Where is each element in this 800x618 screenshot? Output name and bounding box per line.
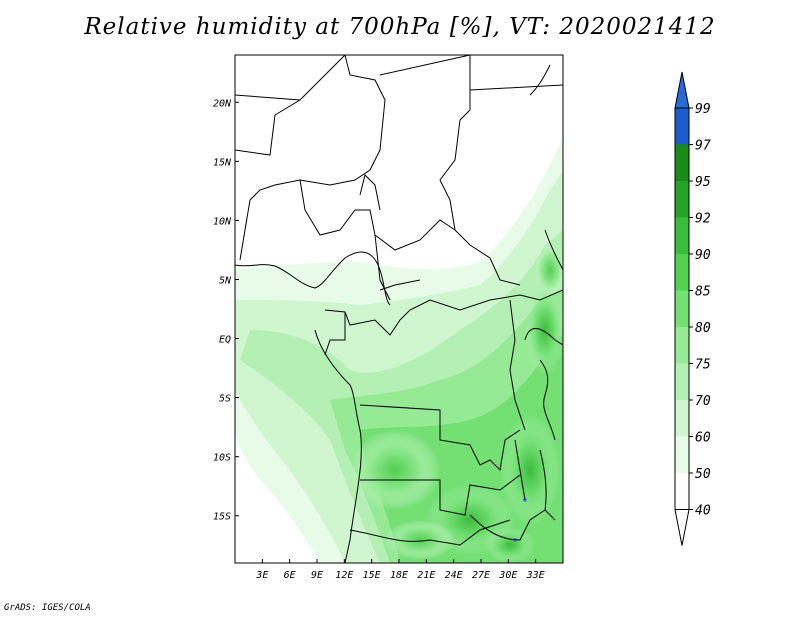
lon-tick-label: 27E	[472, 570, 490, 581]
lon-tick-label: 15E	[363, 570, 381, 581]
colorbar-bin	[675, 400, 689, 437]
lat-tick-label: 15S	[213, 512, 231, 523]
lon-tick-label: 3E	[255, 570, 268, 581]
colorbar-bin	[675, 363, 689, 400]
colorbar-bottom-arrow	[674, 509, 690, 546]
lon-tick-label: 24E	[445, 570, 463, 581]
lat-tick-label: 10S	[213, 453, 231, 464]
colorbar-bin	[675, 108, 689, 145]
colorbar-label: 92	[695, 212, 711, 227]
colorbar-bin	[675, 436, 689, 473]
colorbar-bin	[675, 144, 689, 181]
colorbar-label: 75	[695, 358, 711, 373]
country-borders	[235, 55, 563, 563]
colorbar-label: 90	[695, 248, 711, 263]
map-title: Relative humidity at 700hPa [%], VT: 202…	[84, 14, 716, 40]
lon-tick-label: 21E	[417, 570, 435, 581]
colorbar-label: 60	[695, 431, 711, 446]
lat-tick-label: 15N	[213, 157, 232, 168]
lon-tick-label: 33E	[526, 570, 545, 581]
colorbar: 99 97 95 92 90 85 80 75 70 60 50 40	[674, 71, 711, 546]
colorbar-label: 85	[695, 285, 711, 300]
longitude-axis: 3E 6E 9E 12E 15E 18E 21E 24E 27E 30E 33E	[255, 559, 545, 581]
colorbar-label: 70	[695, 394, 711, 409]
colorbar-label: 80	[695, 321, 711, 336]
lon-tick-label: 12E	[335, 570, 353, 581]
colorbar-bin	[675, 254, 689, 291]
colorbar-bin	[675, 181, 689, 218]
colorbar-label: 97	[695, 139, 711, 154]
lon-tick-label: 6E	[284, 570, 296, 581]
colorbar-outline	[674, 107, 690, 510]
colorbar-bin	[675, 473, 689, 510]
colorbar-bin	[675, 217, 689, 254]
lat-tick-label: 5N	[219, 275, 232, 286]
latitude-axis: 20N 15N 10N 5N EQ 5S 10S 15S	[213, 98, 239, 523]
lat-tick-label: EQ	[219, 335, 231, 346]
colorbar-bin	[675, 290, 689, 327]
lon-tick-label: 18E	[390, 570, 408, 581]
lat-tick-label: 5S	[219, 394, 231, 405]
lat-tick-label: 20N	[213, 98, 232, 109]
colorbar-label: 40	[695, 504, 711, 519]
credit-text: GrADS: IGES/COLA	[4, 603, 91, 613]
lat-tick-label: 10N	[213, 216, 232, 227]
lon-tick-label: 9E	[311, 570, 323, 581]
colorbar-label: 95	[695, 175, 711, 190]
lon-tick-label: 30E	[498, 570, 517, 581]
colorbar-top-arrow	[674, 71, 690, 109]
humidity-shading	[235, 55, 563, 563]
colorbar-label: 99	[695, 102, 711, 117]
colorbar-label: 50	[695, 467, 711, 482]
colorbar-bin	[675, 327, 689, 364]
